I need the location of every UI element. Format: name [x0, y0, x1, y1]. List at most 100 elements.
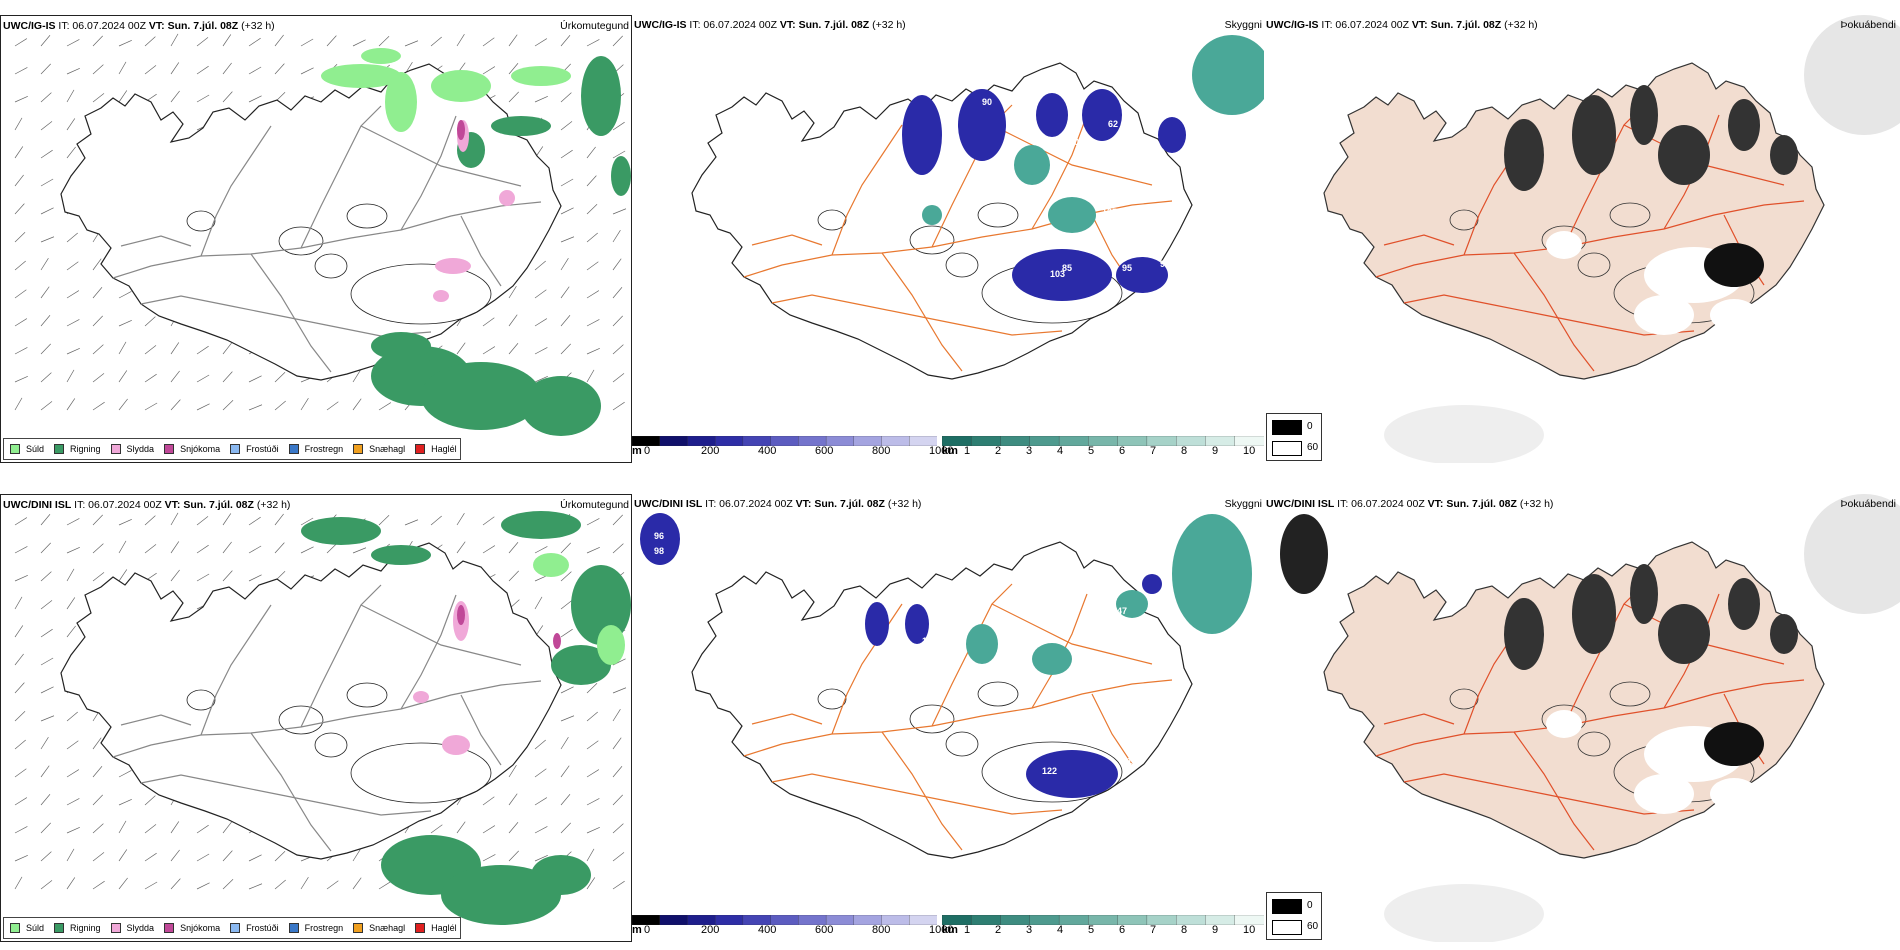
ceiling-label: 95 [1122, 263, 1132, 273]
wind-barb [144, 65, 157, 75]
glacier-outline [1609, 202, 1651, 228]
wind-barb [326, 35, 337, 47]
clear-area [1710, 299, 1758, 331]
glacier-outline [981, 741, 1123, 803]
wind-barb [40, 851, 52, 862]
wind-barb [40, 178, 54, 187]
wind-barb [534, 318, 548, 327]
wind-barb [508, 343, 519, 355]
wind-barb [300, 876, 309, 890]
ceiling-area [905, 604, 929, 644]
wind-barb [66, 546, 80, 554]
wind-barb [508, 822, 519, 834]
wind-barb [560, 207, 574, 215]
legend-item: Frostregn [288, 444, 343, 454]
wind-barb [40, 686, 54, 694]
ceiling-label: 42 [902, 199, 912, 209]
colorbar-step [715, 435, 744, 447]
rain-area [611, 156, 631, 196]
wind-barb [66, 146, 76, 159]
wind-barb [586, 232, 598, 243]
fog-area [1572, 95, 1616, 175]
road-line [140, 774, 432, 816]
wind-barb [66, 568, 75, 582]
wind-barb [196, 345, 209, 355]
colorbar-tick: 10 [1243, 445, 1256, 457]
sleet-area [435, 258, 471, 274]
visibility-area [1172, 514, 1252, 634]
legend-item: Slydda [110, 444, 154, 454]
wind-barb [534, 347, 548, 355]
wind-barb [222, 821, 232, 834]
glacier-outline [314, 253, 348, 279]
wind-barb [508, 314, 518, 327]
legend-label: Frostregn [304, 923, 344, 933]
fog-legend: 0 60 [1266, 413, 1322, 461]
ceiling-area [640, 513, 680, 565]
fog-legend-black [1272, 899, 1302, 914]
wind-barb [326, 543, 338, 554]
wind-barb [248, 404, 263, 411]
wind-barb [586, 769, 600, 778]
road-line [250, 253, 332, 373]
wind-barb [40, 542, 51, 554]
clear-area [1634, 774, 1694, 814]
glacier-outline [278, 226, 324, 256]
ceiling-colorbar-gradient [631, 914, 938, 926]
glacier-outline [186, 210, 216, 232]
road-line [360, 125, 522, 187]
wind-barb [248, 574, 262, 582]
glacier-outline [346, 203, 388, 229]
rain-area [501, 511, 581, 539]
wind-barb [196, 65, 209, 75]
panel-title: Skyggni [1224, 19, 1262, 31]
vis-colorbar-gradient [941, 914, 1265, 926]
wind-barb [66, 740, 79, 750]
wind-barb [222, 513, 232, 526]
road-line [743, 679, 1173, 757]
wind-barb [196, 544, 209, 554]
vis-unit: km [942, 924, 958, 936]
rain-area [521, 376, 601, 436]
visibility-area [1192, 35, 1264, 115]
wind-barb [170, 821, 180, 834]
road-line [200, 125, 272, 257]
clear-area [1710, 778, 1758, 810]
road-line [991, 124, 1153, 186]
legend-label: Snjókoma [180, 444, 221, 454]
wind-barb [586, 518, 600, 526]
fog-haze [1384, 405, 1544, 463]
clear-area [1634, 295, 1694, 335]
road-line [771, 294, 1063, 336]
wind-barb [300, 397, 309, 411]
fog-legend-low: 0 [1307, 900, 1313, 911]
colorbar-tick: 9 [1212, 924, 1219, 936]
wind-barb [560, 236, 575, 243]
glacier-outline [346, 682, 388, 708]
panel-title: Úrkomutegund [560, 20, 629, 32]
wind-barb [170, 541, 180, 554]
wind-barb [612, 401, 625, 411]
wind-barb [274, 513, 284, 526]
wind-barb [66, 769, 80, 778]
wind-barb [170, 90, 180, 103]
wind-barb [40, 149, 53, 159]
ceiling-label: 90 [982, 97, 992, 107]
glacier-outline [909, 225, 955, 255]
rain-area [531, 855, 591, 895]
panel-header: UWC/IG-IS IT: 06.07.2024 00Z VT: Sun. 7.… [3, 20, 275, 32]
wind-barb [118, 770, 132, 778]
fog-legend-white [1272, 441, 1302, 456]
fog-area [1728, 99, 1760, 151]
road-line [1403, 294, 1695, 336]
fog-legend-white [1272, 920, 1302, 935]
road-line [1513, 252, 1595, 372]
glacier-outline [1609, 681, 1651, 707]
panel-header: UWC/DINI ISL IT: 06.07.2024 00Z VT: Sun.… [634, 498, 922, 510]
wind-barb [560, 571, 572, 582]
rain-area [491, 116, 551, 136]
clear-area [1546, 231, 1582, 259]
wind-barb [534, 38, 548, 47]
wind-barb [560, 35, 571, 47]
wind-barb [352, 39, 366, 47]
